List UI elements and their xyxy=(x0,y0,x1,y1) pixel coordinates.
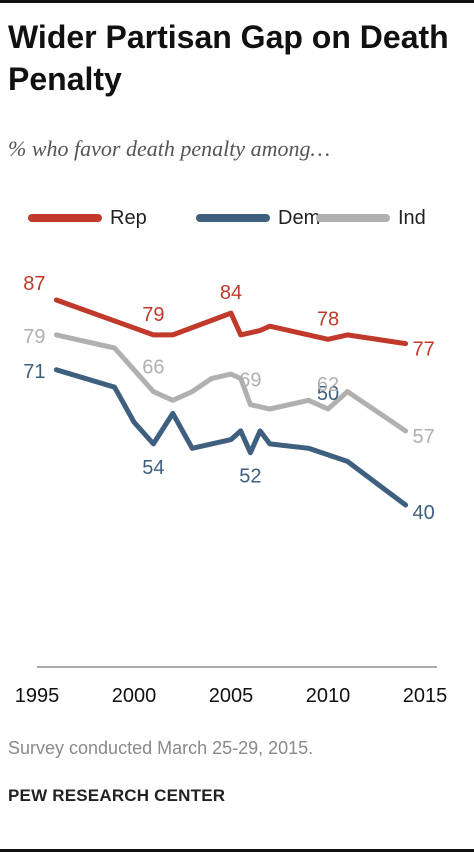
data-label-ind-2010: 62 xyxy=(317,374,339,396)
legend-label-dem: Dem xyxy=(278,206,321,229)
legend-label-rep: Rep xyxy=(110,206,147,229)
data-label-rep-1996: 87 xyxy=(23,273,45,295)
legend-item-ind: Ind xyxy=(316,200,426,236)
data-label-dem-1996: 71 xyxy=(23,361,45,383)
data-label-rep-2010: 78 xyxy=(317,308,339,330)
series-line-ind xyxy=(53,332,409,434)
x-tick-label-2005: 2005 xyxy=(209,685,254,707)
data-label-ind-2006: 69 xyxy=(239,370,261,392)
data-label-ind-2001: 66 xyxy=(142,357,164,379)
data-label-rep-2001: 79 xyxy=(142,304,164,326)
legend-swatch-rep xyxy=(28,214,102,222)
series-line-rep xyxy=(53,297,409,347)
data-label-dem-2006: 52 xyxy=(239,466,261,488)
chart-title: Wider Partisan Gap on Death Penalty xyxy=(8,19,449,97)
data-label-dem-2014: 40 xyxy=(412,502,434,524)
source-credit: PEW RESEARCH CENTER xyxy=(8,786,226,805)
legend-item-rep: Rep xyxy=(28,200,147,236)
data-label-ind-1996: 79 xyxy=(23,326,45,348)
x-tick-label-2015: 2015 xyxy=(403,685,448,707)
data-label-ind-2014: 57 xyxy=(412,426,434,448)
x-tick-label-2010: 2010 xyxy=(306,685,351,707)
bottom-rule xyxy=(0,849,474,852)
data-label-dem-2010: 50 xyxy=(317,383,339,405)
top-rule xyxy=(0,0,474,3)
legend: Rep Dem Ind xyxy=(0,200,474,236)
legend-label-ind: Ind xyxy=(398,206,426,229)
data-label-rep-2005: 84 xyxy=(220,282,242,304)
line-chart: 1995 2000 2005 2010 2015 87 79 84 78 77 71 54 52 50 40… xyxy=(15,273,448,707)
data-label-rep-2014: 77 xyxy=(412,339,434,361)
legend-item-dem: Dem xyxy=(196,200,320,236)
legend-swatch-dem xyxy=(196,214,270,222)
x-tick-label-2000: 2000 xyxy=(112,685,157,707)
x-tick-label-1995: 1995 xyxy=(15,685,60,707)
series-line-dem xyxy=(53,367,409,508)
legend-swatch-ind xyxy=(316,214,390,222)
survey-note: Survey conducted March 25-29, 2015. xyxy=(8,738,314,758)
chart-subtitle: % who favor death penalty among… xyxy=(8,136,331,161)
data-label-dem-2001: 54 xyxy=(142,457,164,479)
